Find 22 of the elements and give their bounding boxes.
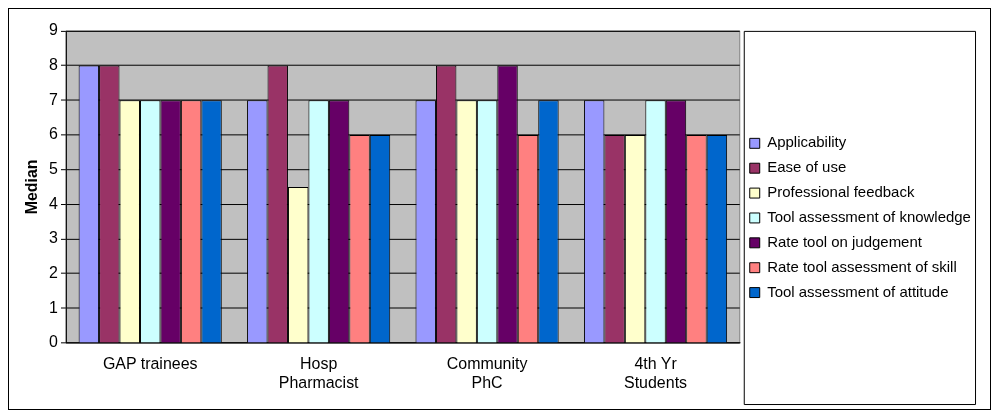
y-tick-label: 0 bbox=[49, 333, 59, 351]
legend-label: Applicability bbox=[767, 133, 847, 151]
y-tick-label: 6 bbox=[49, 125, 59, 143]
x-tick-label: Community PhC bbox=[446, 354, 528, 391]
legend-label: Tool assessment of attitude bbox=[767, 282, 949, 300]
x-tick-label: 4th Yr Students bbox=[624, 354, 688, 391]
y-tick-label: 1 bbox=[49, 298, 59, 316]
y-tick-label: 7 bbox=[49, 90, 59, 108]
y-tick-label: 5 bbox=[49, 159, 59, 177]
y-tick-label: 3 bbox=[49, 229, 59, 247]
legend-label: Rate tool assessment of skill bbox=[767, 257, 957, 275]
x-tick-label: Hosp Pharmacist bbox=[278, 354, 360, 391]
x-tick-label: GAP trainees bbox=[102, 354, 198, 372]
legend-label: Professional feedback bbox=[767, 183, 915, 201]
y-tick-label: 8 bbox=[49, 55, 59, 73]
y-tick-label: 2 bbox=[49, 263, 59, 281]
y-tick-label: 9 bbox=[49, 21, 59, 39]
legend-label: Rate tool on judgement bbox=[767, 232, 923, 250]
y-axis-title: Median bbox=[22, 159, 40, 215]
legend-label: Tool assessment of knowledge bbox=[767, 208, 971, 226]
legend-label: Ease of use bbox=[767, 158, 847, 176]
y-tick-label: 4 bbox=[49, 194, 59, 212]
